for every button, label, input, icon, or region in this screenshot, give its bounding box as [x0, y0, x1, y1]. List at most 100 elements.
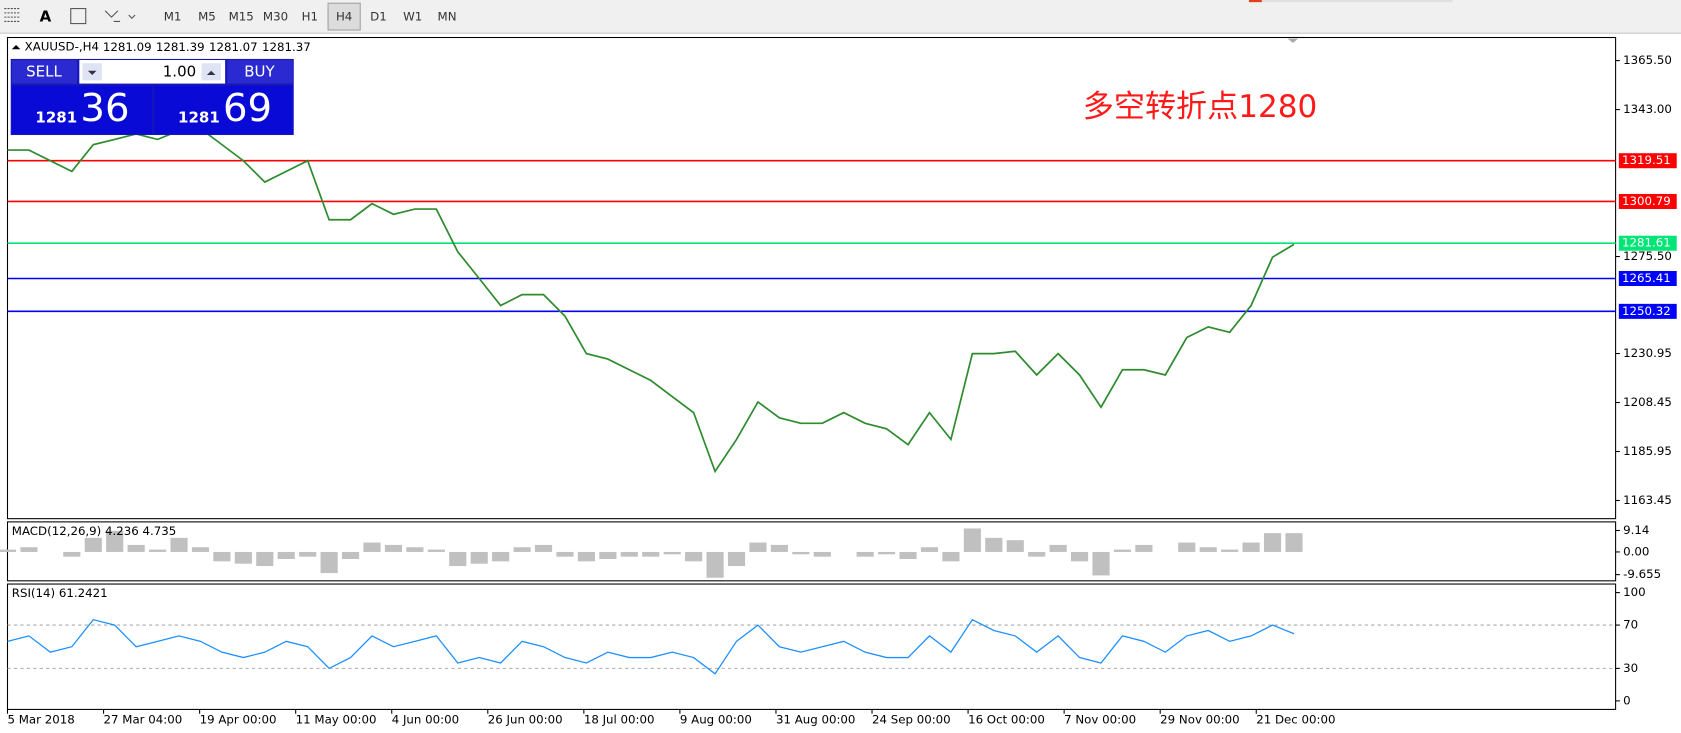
macd-bar — [20, 547, 38, 552]
x-tick-label: 19 Apr 00:00 — [200, 713, 277, 727]
macd-bar — [620, 551, 638, 557]
x-tick-label: 26 Jun 00:00 — [488, 713, 563, 727]
y-tick-label: 100 — [1623, 585, 1646, 599]
macd-bar — [1070, 551, 1089, 562]
macd-bar — [320, 551, 338, 574]
macd-bar — [878, 551, 896, 555]
toolbar — [0, 0, 1681, 34]
timeframe-button[interactable]: M30 — [263, 10, 288, 24]
macd-bar — [1263, 533, 1282, 552]
shift-marker — [1287, 38, 1299, 43]
macd-bar — [492, 551, 510, 562]
rsi-panel — [6, 583, 1617, 710]
level-tag — [1618, 193, 1677, 209]
level-tag — [1618, 235, 1677, 251]
timeframe-button[interactable]: H1 — [302, 10, 318, 24]
macd-bar — [792, 551, 810, 555]
sell-button[interactable] — [11, 60, 78, 84]
macd-bar — [449, 551, 467, 567]
macd-bar — [427, 549, 445, 552]
timeframe-button[interactable]: D1 — [370, 10, 387, 24]
y-tick-label: 1163.45 — [1623, 493, 1672, 507]
sell-label: SELL — [26, 62, 62, 80]
macd-label: MACD(12,26,9) 4.236 4.735 — [12, 524, 176, 538]
toolbar-icons: A — [4, 8, 136, 26]
rsi-line — [7, 618, 1295, 675]
timeframe-active[interactable] — [327, 2, 361, 31]
x-tick-label: 11 May 00:00 — [296, 713, 377, 727]
x-tick-label: 18 Jul 00:00 — [584, 713, 655, 727]
trade-panel: SELL 1.00 BUY 1281 36 1281 69 — [10, 58, 294, 136]
x-tick-label: 24 Sep 00:00 — [872, 713, 951, 727]
timeframe-button[interactable]: M5 — [198, 10, 216, 24]
macd-bar — [899, 551, 917, 559]
bid-box[interactable] — [11, 85, 153, 134]
buy-button[interactable] — [227, 60, 293, 84]
macd-bar — [213, 551, 231, 562]
macd-bar — [663, 551, 681, 555]
macd-bar — [170, 537, 188, 552]
y-tick-label: 0 — [1623, 693, 1631, 707]
plots: 1365.50 1343.00 1275.50 1230.95 1208.45 1185.… — [0, 53, 1677, 727]
ask-big: 69 — [223, 86, 272, 131]
y-tick-label: 1185.95 — [1623, 444, 1672, 458]
x-tick-label: 31 Aug 00:00 — [776, 713, 855, 727]
macd-bar — [1221, 549, 1239, 552]
ohlc-value: 1281.39 — [156, 40, 205, 54]
macd-bar — [642, 551, 660, 557]
level-label: 1300.79 — [1622, 194, 1671, 208]
timeframe-button[interactable]: M15 — [229, 10, 254, 24]
macd-bar — [577, 551, 595, 562]
lot-value: 1.00 — [163, 62, 196, 80]
macd-bar — [1285, 533, 1303, 552]
macd-bar — [1242, 542, 1260, 552]
top-bar-mark — [1248, 0, 1262, 3]
level-tag — [1618, 153, 1677, 169]
macd-panel — [6, 521, 1617, 582]
macd-bar — [727, 551, 746, 567]
macd-bar — [1028, 551, 1046, 557]
y-tick-label: 1365.50 — [1623, 53, 1672, 67]
x-tick-label: 21 Dec 00:00 — [1256, 713, 1335, 727]
lot-input[interactable] — [79, 60, 226, 84]
icon-shapes[interactable] — [104, 10, 136, 22]
icon-lines[interactable] — [4, 8, 20, 22]
header-arrow — [11, 45, 21, 50]
macd-bar — [813, 551, 831, 557]
y-tick-label: 9.14 — [1623, 523, 1649, 537]
y-tick-label: 0.00 — [1623, 544, 1649, 558]
icon-text[interactable]: A — [40, 8, 52, 26]
x-tick-label: 5 Mar 2018 — [8, 713, 75, 727]
timeframe-button[interactable]: MN — [438, 10, 457, 24]
macd-bar — [770, 544, 788, 552]
level-label: 1319.51 — [1622, 153, 1671, 167]
ask-box[interactable] — [154, 85, 293, 134]
macd-bar — [1049, 544, 1067, 552]
y-tick-label: -9.655 — [1623, 567, 1661, 581]
y-tick-label: 1275.50 — [1623, 249, 1672, 263]
ohlc-value: 1281.07 — [209, 40, 258, 54]
level-label: 1250.32 — [1622, 304, 1671, 318]
x-tick-label: 9 Aug 00:00 — [680, 713, 752, 727]
level-tag — [1618, 303, 1677, 319]
macd-bar — [191, 547, 210, 552]
header: XAUUSD-,H4 1281.09 1281.39 1281.07 1281.37 — [11, 40, 311, 54]
x-tick-label: 27 Mar 04:00 — [104, 713, 183, 727]
top-bar — [1248, 0, 1453, 3]
y-tick-label: 1208.45 — [1623, 395, 1672, 409]
timeframe-button[interactable]: M1 — [164, 10, 182, 24]
lot-up-arrow — [206, 70, 216, 76]
rsi-label: RSI(14) 61.2421 — [12, 586, 108, 600]
macd-bar — [534, 544, 553, 552]
macd-bar — [685, 551, 703, 562]
macd-bar — [149, 549, 167, 552]
symbol: XAUUSD-,H4 — [25, 40, 99, 54]
icon-label[interactable] — [70, 8, 87, 25]
macd-bar — [470, 551, 488, 564]
macd-bar — [406, 547, 424, 552]
bid-prefix: 1281 — [35, 108, 77, 126]
timeframe-button[interactable]: W1 — [403, 10, 422, 24]
macd-bar — [942, 551, 960, 562]
timeframe-button[interactable]: H4 — [336, 10, 352, 24]
